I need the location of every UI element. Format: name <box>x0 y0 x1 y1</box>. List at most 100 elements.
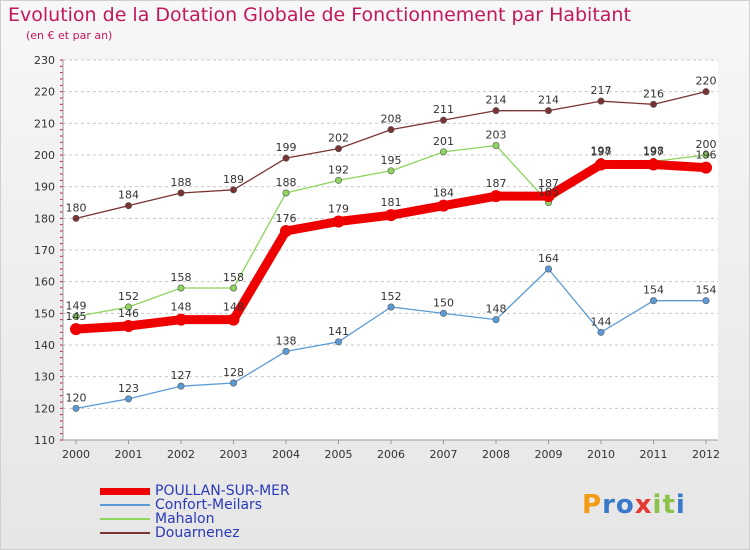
data-label: 199 <box>276 141 297 154</box>
data-label: 216 <box>643 87 664 100</box>
data-point <box>334 145 342 153</box>
data-point <box>332 215 345 228</box>
data-point <box>439 309 447 317</box>
data-point <box>177 189 185 197</box>
data-point <box>544 265 552 273</box>
data-label: 196 <box>696 149 717 162</box>
data-label: 146 <box>118 307 139 320</box>
logo-letter: P <box>582 490 603 520</box>
data-point <box>542 190 555 203</box>
data-point <box>72 214 80 222</box>
data-point <box>280 225 292 237</box>
logo-letter: t <box>662 490 676 520</box>
data-point <box>387 167 395 175</box>
data-label: 120 <box>66 391 87 404</box>
data-label: 152 <box>118 290 139 303</box>
data-point <box>125 303 133 311</box>
data-point <box>282 189 290 197</box>
data-label: 185 <box>538 186 559 199</box>
legend-label-douarnenez: Douarnenez <box>155 525 240 541</box>
data-label: 201 <box>433 135 454 148</box>
logo-letter: o <box>615 490 635 520</box>
data-label: 123 <box>118 382 139 395</box>
legend-item-poullan: POULLAN-SUR-MER <box>100 484 290 498</box>
data-point <box>125 202 133 210</box>
x-tick-label: 2006 <box>377 448 405 461</box>
data-point <box>72 404 80 412</box>
data-label: 181 <box>381 196 402 209</box>
y-tick-label: 190 <box>34 181 55 194</box>
x-tick-label: 2010 <box>587 448 615 461</box>
data-label: 138 <box>276 334 297 347</box>
data-label: 198 <box>643 144 664 157</box>
data-label: 200 <box>696 138 717 151</box>
data-label: 149 <box>66 300 87 313</box>
data-point <box>544 107 552 115</box>
x-tick-label: 2011 <box>640 448 668 461</box>
data-label: 179 <box>328 203 349 216</box>
x-tick-label: 2012 <box>692 448 720 461</box>
data-point <box>647 158 660 171</box>
legend-label-confort: Confort-Meilars <box>155 497 263 513</box>
legend-item-douarnenez: Douarnenez <box>100 526 290 540</box>
data-label: 148 <box>171 301 192 314</box>
data-label: 203 <box>486 129 507 142</box>
data-point <box>125 395 133 403</box>
data-point <box>70 323 82 336</box>
data-label: 197 <box>591 146 612 159</box>
data-point <box>702 88 710 96</box>
legend: POULLAN-SUR-MER Confort-Meilars Mahalon … <box>100 484 290 540</box>
data-point <box>597 97 605 105</box>
data-label: 158 <box>223 271 244 284</box>
logo-letter: i <box>652 490 663 520</box>
y-tick-label: 180 <box>34 212 55 225</box>
data-point <box>227 313 240 326</box>
y-tick-label: 140 <box>34 339 55 352</box>
x-tick-label: 2008 <box>482 448 510 461</box>
y-tick-label: 160 <box>34 276 55 289</box>
data-point <box>492 316 500 324</box>
data-point <box>334 176 342 184</box>
legend-swatch-confort <box>100 504 150 506</box>
logo-letter: i <box>675 490 686 520</box>
data-label: 145 <box>66 310 87 323</box>
data-point <box>175 313 187 326</box>
x-tick-label: 2005 <box>325 448 353 461</box>
data-point <box>702 297 710 305</box>
legend-label-mahalon: Mahalon <box>155 511 215 527</box>
x-tick-label: 2003 <box>220 448 248 461</box>
data-label: 217 <box>591 84 612 97</box>
data-label: 192 <box>328 163 349 176</box>
data-label: 202 <box>328 132 349 145</box>
data-label: 197 <box>643 146 664 159</box>
y-tick-label: 110 <box>34 434 55 447</box>
data-label: 187 <box>538 177 559 190</box>
x-tick-label: 2009 <box>535 448 563 461</box>
data-point <box>597 328 605 336</box>
legend-swatch-mahalon <box>100 518 150 520</box>
y-tick-label: 120 <box>34 402 55 415</box>
y-tick-label: 210 <box>34 117 55 130</box>
data-label: 148 <box>486 303 507 316</box>
data-point <box>492 142 500 150</box>
data-label: 154 <box>643 284 664 297</box>
x-tick-label: 2001 <box>115 448 143 461</box>
data-label: 154 <box>696 284 717 297</box>
logo-letter: x <box>634 490 653 520</box>
data-label: 150 <box>433 296 454 309</box>
data-point <box>282 347 290 355</box>
data-label: 127 <box>171 369 192 382</box>
legend-item-confort: Confort-Meilars <box>100 498 290 512</box>
data-point <box>385 209 397 222</box>
legend-swatch-douarnenez <box>100 532 150 534</box>
data-point <box>492 107 500 115</box>
data-point <box>387 126 395 134</box>
data-label: 176 <box>276 212 297 225</box>
data-point <box>122 320 135 332</box>
y-tick-label: 200 <box>34 149 55 162</box>
data-point <box>490 190 502 203</box>
data-label: 187 <box>486 177 507 190</box>
legend-item-mahalon: Mahalon <box>100 512 290 526</box>
data-label: 188 <box>171 176 192 189</box>
